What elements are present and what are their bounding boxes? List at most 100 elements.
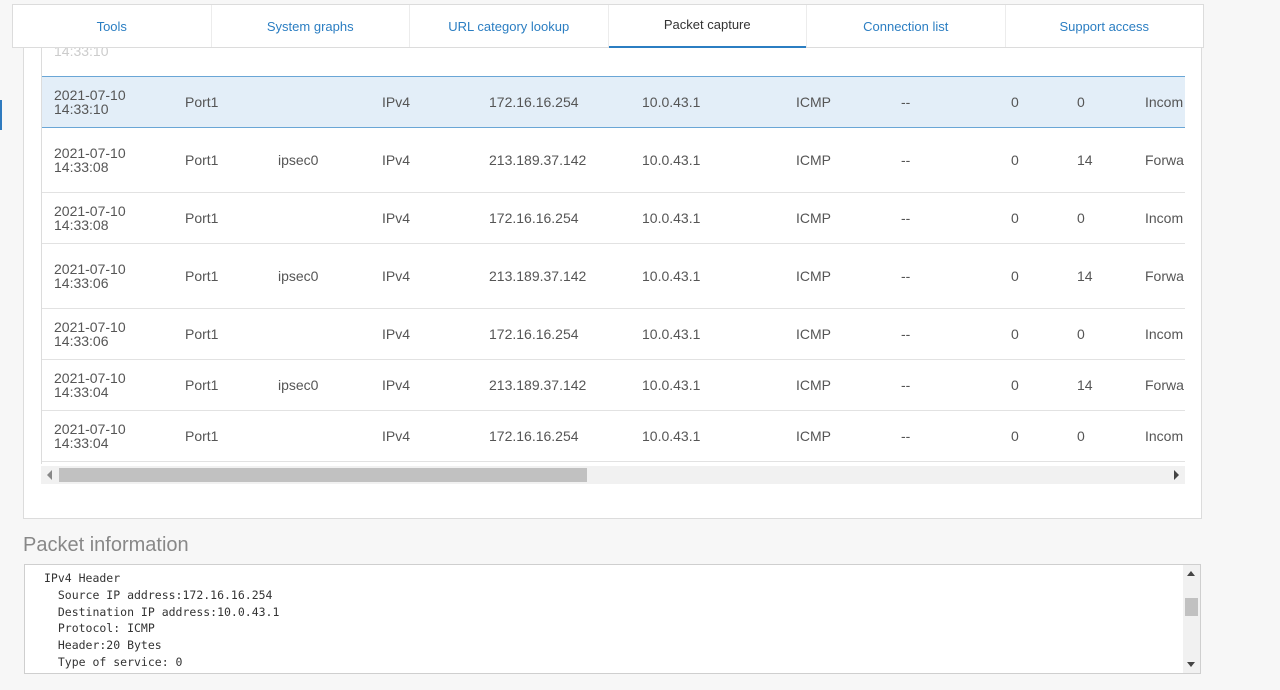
tab-bar: Tools System graphs URL category lookup … [12, 4, 1204, 48]
destination-ip-cell: 10.0.43.1 [642, 152, 701, 168]
timestamp-cell: 2021-07-10 14:33:04 [54, 422, 126, 450]
source-ip-cell: 172.16.16.254 [489, 326, 579, 342]
timestamp-cell: 2021-07-10 14:33:06 [54, 320, 126, 348]
tab-label: URL category lookup [448, 18, 570, 34]
packet-info-line: Protocol: ICMP [44, 621, 155, 636]
source-ip-cell: 213.189.37.142 [489, 152, 587, 168]
scrollbar-thumb[interactable] [59, 468, 587, 482]
interface-cell: Port1 [185, 428, 219, 444]
ethertype-cell: IPv4 [382, 268, 411, 284]
source-ip-cell: 172.16.16.254 [489, 210, 579, 226]
time-text: 14:33:08 [54, 159, 109, 175]
time-text: 14:33:08 [54, 217, 109, 233]
subinterface-cell: ipsec0 [278, 268, 319, 284]
packet-info-text: IPv4 Header Source IP address:172.16.16.… [44, 570, 279, 671]
port-cell: -- [901, 94, 911, 110]
vertical-scrollbar[interactable] [1183, 565, 1200, 673]
protocol-cell: ICMP [796, 152, 831, 168]
value-b-cell: 0 [1077, 326, 1085, 342]
tab-support-access[interactable]: Support access [1006, 5, 1204, 47]
value-a-cell: 0 [1011, 152, 1019, 168]
table-row[interactable]: 2021-07-10 14:33:06 Port1 IPv4 172.16.16.254… [42, 309, 1185, 360]
direction-cell: Incom [1145, 210, 1184, 226]
direction-cell: Incom [1145, 428, 1184, 444]
date-text: 2021-07-10 [54, 319, 126, 335]
value-b-cell: 14 [1077, 268, 1093, 284]
destination-ip-cell: 10.0.43.1 [642, 377, 701, 393]
time-text: 14:33:04 [54, 435, 109, 451]
date-text: 2021-07-10 [54, 370, 126, 386]
ethertype-cell: IPv4 [382, 326, 411, 342]
value-a-cell: 0 [1011, 428, 1019, 444]
value-b-cell: 0 [1077, 428, 1085, 444]
value-b-cell: 14 [1077, 152, 1093, 168]
time-text: 14:33:06 [54, 275, 109, 291]
timestamp-cell: 2021-07-10 14:33:06 [54, 262, 126, 290]
tab-label: Tools [96, 18, 127, 34]
value-b-cell: 0 [1077, 94, 1085, 110]
destination-ip-cell: 10.0.43.1 [642, 94, 701, 110]
table-row[interactable]: 2021-07-10 14:33:10 Port1 IPv4 172.16.16.254… [42, 76, 1185, 128]
packet-table: 14:33:10 2021-07-10 14:33:10 Port1 IPv4 172.… [41, 21, 1185, 464]
scrollbar-thumb[interactable] [1185, 598, 1198, 616]
tab-label: Support access [1059, 18, 1150, 34]
tab-connection-list[interactable]: Connection list [807, 5, 1006, 47]
tab-label: Packet capture [663, 16, 751, 32]
date-text: 2021-07-10 [54, 203, 126, 219]
value-a-cell: 0 [1011, 94, 1019, 110]
protocol-cell: ICMP [796, 377, 831, 393]
subinterface-cell: ipsec0 [278, 152, 319, 168]
ethertype-cell: IPv4 [382, 428, 411, 444]
table-row[interactable]: 2021-07-10 14:33:06 Port1 ipsec0 IPv4 213.189… [42, 244, 1185, 309]
timestamp-cell: 2021-07-10 14:33:08 [54, 146, 126, 174]
port-cell: -- [901, 152, 911, 168]
value-a-cell: 0 [1011, 377, 1019, 393]
source-ip-cell: 213.189.37.142 [489, 268, 587, 284]
timestamp-cell: 2021-07-10 14:33:08 [54, 204, 126, 232]
date-text: 2021-07-10 [54, 87, 126, 103]
tab-url-category-lookup[interactable]: URL category lookup [410, 5, 609, 47]
port-cell: -- [901, 428, 911, 444]
destination-ip-cell: 10.0.43.1 [642, 268, 701, 284]
direction-cell: Incom [1145, 94, 1184, 110]
table-row[interactable]: 2021-07-10 14:33:08 Port1 ipsec0 IPv4 213.189… [42, 128, 1185, 193]
interface-cell: Port1 [185, 152, 219, 168]
value-b-cell: 0 [1077, 210, 1085, 226]
protocol-cell: ICMP [796, 268, 831, 284]
direction-cell: Forwa [1145, 377, 1184, 393]
table-row[interactable]: 2021-07-10 14:33:04 Port1 IPv4 172.16.16.254… [42, 411, 1185, 462]
time-text: 14:33:10 [54, 101, 109, 117]
tab-tools[interactable]: Tools [13, 5, 212, 47]
time-text: 14:33:04 [54, 384, 109, 400]
value-a-cell: 0 [1011, 268, 1019, 284]
scroll-right-icon[interactable] [1174, 470, 1179, 480]
timestamp-cell: 2021-07-10 14:33:04 [54, 371, 126, 399]
destination-ip-cell: 10.0.43.1 [642, 428, 701, 444]
packet-info-box[interactable]: IPv4 Header Source IP address:172.16.16.… [24, 564, 1201, 674]
interface-cell: Port1 [185, 326, 219, 342]
date-text: 2021-07-10 [54, 261, 126, 277]
value-a-cell: 0 [1011, 326, 1019, 342]
horizontal-scrollbar[interactable] [41, 466, 1185, 484]
protocol-cell: ICMP [796, 210, 831, 226]
source-ip-cell: 172.16.16.254 [489, 94, 579, 110]
table-row[interactable]: 2021-07-10 14:33:08 Port1 IPv4 172.16.16.254… [42, 193, 1185, 244]
port-cell: -- [901, 326, 911, 342]
table-row[interactable]: 2021-07-10 14:33:04 Port1 ipsec0 IPv4 213.189… [42, 360, 1185, 411]
interface-cell: Port1 [185, 377, 219, 393]
direction-cell: Incom [1145, 326, 1184, 342]
tab-packet-capture[interactable]: Packet capture [608, 5, 807, 48]
date-text: 2021-07-10 [54, 421, 126, 437]
tab-system-graphs[interactable]: System graphs [212, 5, 410, 47]
port-cell: -- [901, 210, 911, 226]
ethertype-cell: IPv4 [382, 152, 411, 168]
direction-cell: Forwa [1145, 152, 1184, 168]
scroll-up-icon[interactable] [1187, 571, 1195, 576]
protocol-cell: ICMP [796, 326, 831, 342]
subinterface-cell: ipsec0 [278, 377, 319, 393]
source-ip-cell: 213.189.37.142 [489, 377, 587, 393]
scroll-down-icon[interactable] [1187, 662, 1195, 667]
scroll-left-icon[interactable] [47, 470, 52, 480]
packet-info-line: Type of service: 0 [44, 654, 183, 669]
interface-cell: Port1 [185, 94, 219, 110]
